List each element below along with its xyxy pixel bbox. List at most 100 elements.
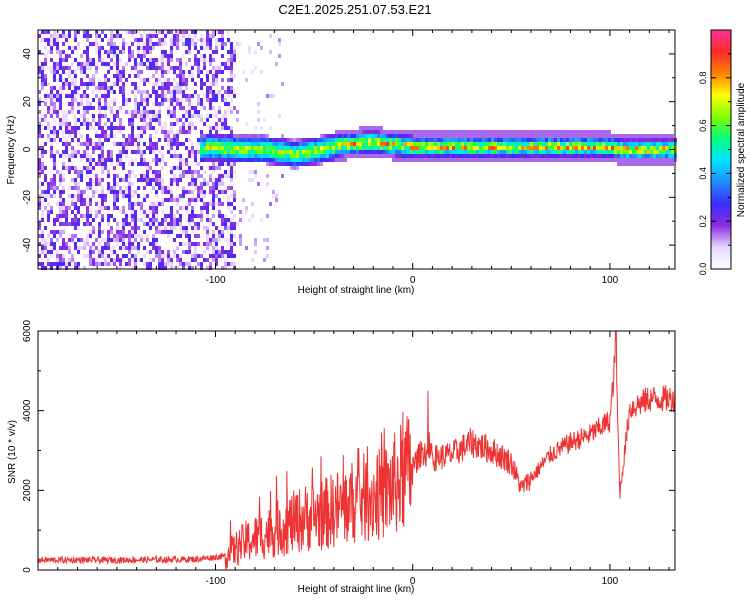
heatmap-cell	[98, 142, 101, 146]
heatmap-cell	[239, 238, 242, 242]
heatmap-cell	[305, 154, 308, 158]
heatmap-cell	[635, 162, 638, 166]
heatmap-cell	[101, 38, 104, 42]
heatmap-cell	[161, 254, 164, 258]
heatmap-cell	[50, 158, 53, 162]
heatmap-cell	[158, 86, 161, 90]
heatmap-cell	[131, 118, 134, 122]
heatmap-cell	[53, 34, 56, 38]
heatmap-cell	[128, 198, 131, 202]
heatmap-cell	[50, 178, 53, 182]
heatmap-cell	[149, 150, 152, 154]
heatmap-cell	[62, 86, 65, 90]
heatmap-cell	[374, 126, 377, 130]
heatmap-cell	[275, 142, 278, 146]
heatmap-cell	[611, 154, 614, 158]
heatmap-cell	[83, 202, 86, 206]
heatmap-cell	[86, 62, 89, 66]
heatmap-cell	[410, 150, 413, 154]
heatmap-cell	[53, 174, 56, 178]
heatmap-cell	[92, 106, 95, 110]
heatmap-cell	[155, 178, 158, 182]
heatmap-cell	[152, 206, 155, 210]
heatmap-cell	[146, 114, 149, 118]
heatmap-cell	[428, 138, 431, 142]
heatmap-cell	[56, 134, 59, 138]
heatmap-cell	[257, 154, 260, 158]
heatmap-cell	[122, 94, 125, 98]
heatmap-cell	[446, 154, 449, 158]
heatmap-cell	[218, 154, 221, 158]
heatmap-cell	[506, 154, 509, 158]
heatmap-cell	[122, 50, 125, 54]
heatmap-cell	[308, 154, 311, 158]
heatmap-cell	[203, 142, 206, 146]
heatmap-cell	[218, 130, 221, 134]
heatmap-cell	[476, 150, 479, 154]
heatmap-cell	[149, 166, 152, 170]
heatmap-cell	[92, 146, 95, 150]
heatmap-cell	[197, 254, 200, 258]
heatmap-cell	[176, 82, 179, 86]
heatmap-cell	[134, 266, 137, 270]
heatmap-cell	[50, 266, 53, 270]
heatmap-cell	[638, 146, 641, 150]
heatmap-cell	[395, 146, 398, 150]
heatmap-cell	[161, 146, 164, 150]
heatmap-cell	[641, 142, 644, 146]
heatmap-cell	[227, 206, 230, 210]
heatmap-cell	[509, 134, 512, 138]
heatmap-cell	[98, 138, 101, 142]
heatmap-cell	[194, 254, 197, 258]
heatmap-cell	[77, 30, 80, 34]
heatmap-cell	[50, 90, 53, 94]
heatmap-cell	[506, 142, 509, 146]
heatmap-cell	[128, 242, 131, 246]
heatmap-cell	[437, 130, 440, 134]
heatmap-cell	[539, 154, 542, 158]
snr-x-tick-label: 0	[410, 576, 416, 587]
heatmap-cell	[554, 142, 557, 146]
heatmap-cell	[185, 158, 188, 162]
heatmap-cell	[146, 194, 149, 198]
heatmap-cell	[314, 158, 317, 162]
heatmap-cell	[230, 66, 233, 70]
heatmap-cell	[638, 154, 641, 158]
heatmap-cell	[173, 70, 176, 74]
heatmap-cell	[500, 134, 503, 138]
heatmap-cell	[491, 158, 494, 162]
heatmap-cell	[221, 202, 224, 206]
heatmap-cell	[59, 62, 62, 66]
heatmap-cell	[392, 142, 395, 146]
heatmap-cell	[233, 194, 236, 198]
spectrogram-y-tick-label: 40	[22, 48, 33, 60]
heatmap-cell	[188, 42, 191, 46]
heatmap-cell	[497, 154, 500, 158]
heatmap-cell	[53, 246, 56, 250]
heatmap-cell	[161, 166, 164, 170]
heatmap-cell	[443, 134, 446, 138]
heatmap-cell	[224, 190, 227, 194]
heatmap-cell	[281, 146, 284, 150]
heatmap-cell	[266, 238, 269, 242]
heatmap-cell	[158, 66, 161, 70]
heatmap-cell	[230, 146, 233, 150]
heatmap-cell	[398, 150, 401, 154]
heatmap-cell	[44, 174, 47, 178]
heatmap-cell	[131, 42, 134, 46]
heatmap-cell	[374, 146, 377, 150]
heatmap-cell	[194, 246, 197, 250]
heatmap-cell	[554, 158, 557, 162]
heatmap-cell	[227, 126, 230, 130]
heatmap-cell	[134, 218, 137, 222]
heatmap-cell	[116, 182, 119, 186]
heatmap-cell	[113, 118, 116, 122]
heatmap-cell	[503, 158, 506, 162]
heatmap-cell	[377, 138, 380, 142]
heatmap-cell	[104, 246, 107, 250]
heatmap-cell	[197, 114, 200, 118]
heatmap-cell	[566, 138, 569, 142]
heatmap-cell	[527, 138, 530, 142]
heatmap-cell	[665, 142, 668, 146]
